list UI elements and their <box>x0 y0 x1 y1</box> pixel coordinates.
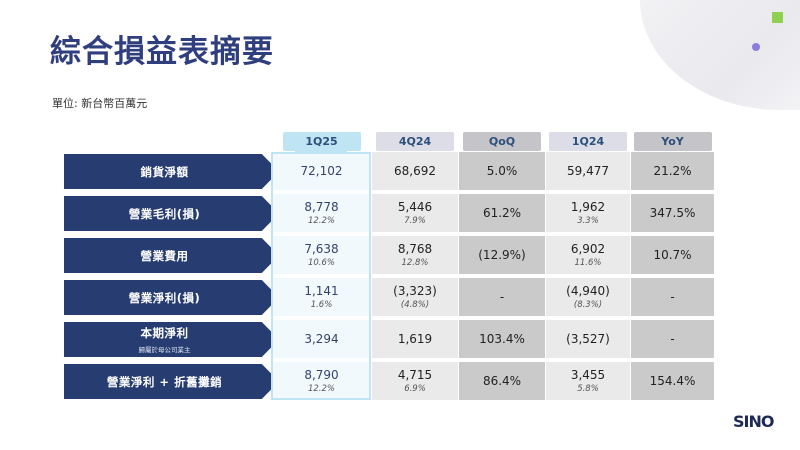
cell-value: 6,902 <box>570 242 606 256</box>
cell-margin-percent: 12.8% <box>401 258 429 268</box>
cell-value: 4,715 <box>397 368 433 382</box>
cell-value: 7,638 <box>304 242 339 256</box>
table-cell: 72,102 <box>272 152 371 190</box>
table-cell: 103.4% <box>459 320 545 358</box>
table-cell: 8,768 12.8% <box>372 236 458 274</box>
table-cell: 3,455 5.8% <box>546 362 630 400</box>
column-header: QoQ <box>463 132 541 151</box>
table-cell: 8,778 12.2% <box>272 194 371 232</box>
row-label: 本期淨利歸屬於母公司業主 <box>64 322 279 357</box>
table-cell: 21.2% <box>631 152 714 190</box>
row-label-text: 營業淨利 + 折舊攤銷 <box>106 374 223 389</box>
cell-value: 1,962 <box>570 200 606 214</box>
cell-value: 68,692 <box>394 164 436 178</box>
cell-value: - <box>670 332 675 346</box>
cell-value: 59,477 <box>567 164 609 178</box>
cell-value: 5.0% <box>486 164 518 178</box>
table-cell: (12.9%) <box>459 236 545 274</box>
row-label-text: 本期淨利 <box>140 326 189 340</box>
table-cell: 1,619 <box>372 320 458 358</box>
table-cell: - <box>459 278 545 316</box>
cell-value: 103.4% <box>479 332 525 346</box>
purple-dot-decoration <box>752 43 760 51</box>
cell-value: (3,527) <box>566 332 610 346</box>
table-cell: 154.4% <box>631 362 714 400</box>
table-cell: 1,141 1.6% <box>272 278 371 316</box>
row-label: 營業淨利(損) <box>64 280 279 315</box>
table-cell: 347.5% <box>631 194 714 232</box>
cell-margin-percent: (8.3%) <box>573 300 603 310</box>
cell-value: 154.4% <box>649 374 696 388</box>
cell-margin-percent: 6.9% <box>404 384 426 394</box>
cell-value: 72,102 <box>300 164 343 178</box>
row-label-text: 營業毛利(損) <box>128 206 201 221</box>
cell-value: 1,619 <box>397 332 433 346</box>
table-cell: - <box>631 278 714 316</box>
cell-value: 1,141 <box>304 284 339 298</box>
row-label: 營業費用 <box>64 238 279 273</box>
row-label: 銷貨淨額 <box>64 154 279 189</box>
cell-margin-percent: 5.8% <box>577 384 599 394</box>
cell-value: 8,778 <box>304 200 339 214</box>
table-cell: 4,715 6.9% <box>372 362 458 400</box>
table-cell: 7,638 10.6% <box>272 236 371 274</box>
cell-value: 3,455 <box>570 368 606 382</box>
cell-value: (4,940) <box>566 284 610 298</box>
table-cell: (3,527) <box>546 320 630 358</box>
table-cell: 61.2% <box>459 194 545 232</box>
cell-margin-percent: 7.9% <box>404 216 426 226</box>
table-cell: (3,323) (4.8%) <box>372 278 458 316</box>
current-column-highlight-connector <box>295 146 347 154</box>
cell-value: - <box>670 290 675 304</box>
cell-margin-percent: 10.6% <box>307 258 335 268</box>
unit-note: 單位: 新台幣百萬元 <box>52 97 148 110</box>
row-label-text: 營業費用 <box>140 248 189 263</box>
cell-margin-percent: 12.2% <box>307 216 335 226</box>
table-cell: - <box>631 320 714 358</box>
cell-value: 21.2% <box>653 164 692 178</box>
row-sublabel-text: 歸屬於母公司業主 <box>138 346 191 354</box>
column-header: YoY <box>633 132 712 151</box>
row-label-text: 銷貨淨額 <box>140 164 189 179</box>
row-label: 營業淨利 + 折舊攤銷 <box>64 364 279 399</box>
cell-margin-percent: 3.3% <box>577 216 599 226</box>
table-cell: 59,477 <box>546 152 630 190</box>
table-cell: 6,902 11.6% <box>546 236 630 274</box>
row-label-text: 營業淨利(損) <box>128 290 201 305</box>
cell-value: 86.4% <box>482 374 522 388</box>
cell-value: (12.9%) <box>478 248 526 262</box>
cell-value: 8,768 <box>397 242 433 256</box>
cell-value: 347.5% <box>649 206 696 220</box>
table-cell: 86.4% <box>459 362 545 400</box>
cell-value: (3,323) <box>393 284 437 298</box>
green-square-decoration <box>772 12 783 23</box>
row-label: 營業毛利(損) <box>64 196 279 231</box>
cell-margin-percent: 1.6% <box>310 300 333 310</box>
page-title: 綜合損益表摘要 <box>50 34 274 70</box>
cell-margin-percent: 11.6% <box>574 258 602 268</box>
cell-value: 10.7% <box>653 248 692 262</box>
table-cell: 5,446 7.9% <box>372 194 458 232</box>
table-cell: 8,790 12.2% <box>272 362 371 400</box>
table-cell: (4,940) (8.3%) <box>546 278 630 316</box>
cell-value: 3,294 <box>304 332 339 346</box>
table-cell: 68,692 <box>372 152 458 190</box>
cell-margin-percent: 12.2% <box>307 384 335 394</box>
cell-value: - <box>499 290 505 304</box>
cell-value: 61.2% <box>482 206 522 220</box>
cell-value: 5,446 <box>397 200 433 214</box>
table-cell: 10.7% <box>631 236 714 274</box>
column-header: 1Q24 <box>549 132 627 151</box>
table-cell: 1,962 3.3% <box>546 194 630 232</box>
cell-margin-percent: (4.8%) <box>400 300 430 310</box>
column-header: 4Q24 <box>376 132 454 151</box>
company-logo: SINO <box>733 412 774 431</box>
table-cell: 3,294 <box>272 320 371 358</box>
cell-value: 8,790 <box>304 368 339 382</box>
table-cell: 5.0% <box>459 152 545 190</box>
